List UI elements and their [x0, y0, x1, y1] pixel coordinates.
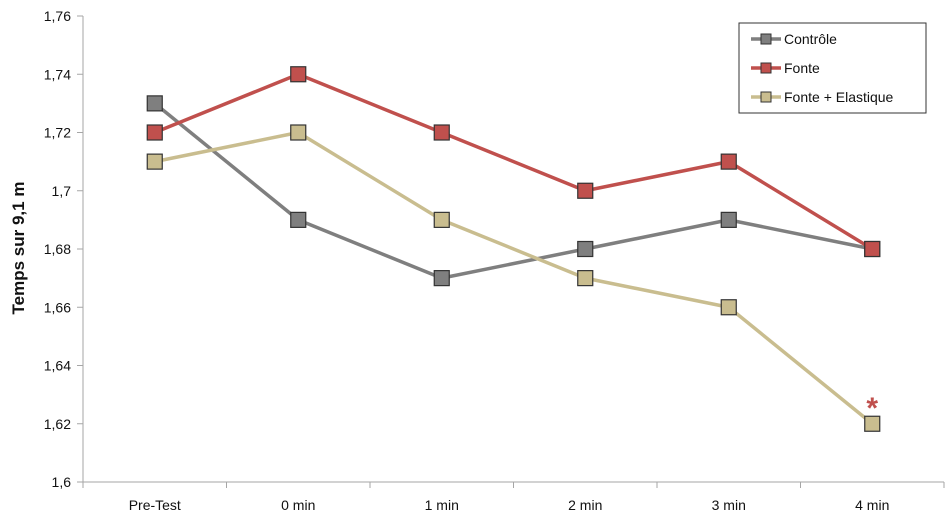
x-tick-label: 2 min — [568, 497, 602, 513]
data-point — [577, 240, 594, 258]
x-tick-label: 3 min — [712, 497, 746, 513]
axes: 1,6 1,62 1,64 1,66 1,68 1,7 1,72 1,74 1,76 Pre-Te… — [44, 8, 945, 513]
legend-item: Contrôle — [751, 31, 837, 47]
data-point — [146, 153, 163, 170]
y-tick-label: 1,6 — [52, 474, 72, 490]
y-tick-label: 1,74 — [44, 66, 71, 82]
y-tick-label: 1,7 — [52, 183, 72, 199]
series-line — [154, 130, 874, 426]
annotation-layer: * — [866, 392, 878, 425]
y-tick-label: 1,76 — [44, 8, 71, 24]
significance-asterisk: * — [866, 392, 878, 425]
legend-marker — [760, 62, 772, 74]
legend-label: Fonte + Elastique — [784, 89, 894, 105]
legend-label: Fonte — [784, 60, 820, 76]
x-tick-label: Pre-Test — [129, 497, 181, 513]
data-point — [146, 124, 163, 141]
legend-marker — [760, 33, 772, 45]
data-point — [290, 66, 307, 83]
legend-marker — [760, 91, 772, 103]
data-point — [577, 182, 594, 199]
y-tick-label: 1,66 — [44, 299, 71, 315]
data-point — [720, 211, 737, 228]
y-axis-title: Temps sur 9,1 m — [9, 182, 28, 315]
legend: Contrôle Fonte Fonte + Elastique — [738, 22, 927, 114]
data-point — [577, 270, 594, 287]
legend-item: Fonte — [751, 60, 820, 76]
y-tick-label: 1,64 — [44, 358, 71, 374]
data-point — [146, 95, 163, 112]
series-line — [153, 102, 873, 280]
data-point — [864, 240, 881, 258]
y-tick-label: 1,68 — [44, 241, 71, 257]
x-tick-label: 1 min — [425, 497, 459, 513]
series-line — [154, 72, 874, 251]
x-tick-label: 0 min — [281, 497, 315, 513]
y-tick-label: 1,62 — [44, 416, 71, 432]
series-fonte — [146, 66, 881, 258]
legend-item: Fonte + Elastique — [751, 89, 894, 105]
series-layer — [146, 66, 881, 432]
data-point — [864, 415, 881, 432]
x-tick-label: 4 min — [855, 497, 889, 513]
data-point — [720, 299, 737, 316]
data-point — [720, 153, 737, 170]
series-fonte-elastique — [146, 124, 881, 432]
y-tick-label: 1,72 — [44, 125, 71, 141]
data-point — [290, 124, 307, 141]
series-contr-le — [146, 95, 881, 287]
data-point — [433, 270, 450, 287]
data-point — [433, 124, 450, 141]
data-point — [433, 211, 450, 228]
data-point — [290, 211, 307, 228]
legend-label: Contrôle — [784, 31, 837, 47]
